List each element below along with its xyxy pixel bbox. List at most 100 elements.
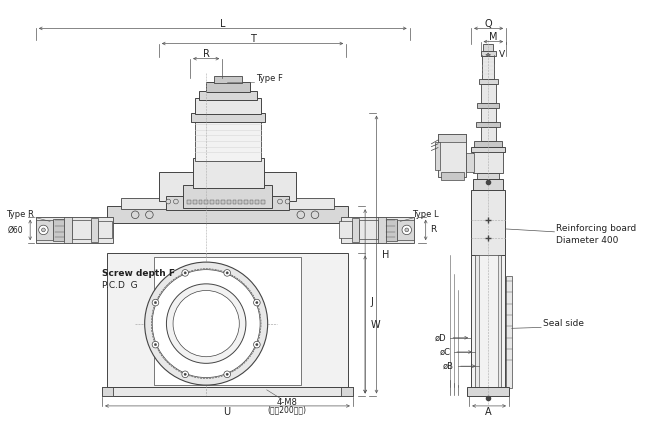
Text: L: L [220, 18, 226, 29]
Circle shape [174, 199, 178, 204]
Text: (口径200以上): (口径200以上) [267, 405, 306, 414]
Text: U: U [224, 407, 231, 417]
Bar [195, 98, 261, 114]
Circle shape [152, 299, 159, 306]
Bar [72, 221, 91, 239]
Circle shape [226, 373, 228, 375]
Bar [193, 199, 197, 204]
Text: J: J [370, 297, 374, 307]
Circle shape [154, 302, 157, 304]
Text: V: V [499, 50, 504, 59]
Bar [386, 218, 397, 241]
Circle shape [402, 225, 411, 235]
Bar [484, 45, 493, 51]
Circle shape [254, 299, 260, 306]
Bar [359, 221, 378, 239]
Bar [199, 91, 257, 100]
Text: Screw depth F: Screw depth F [102, 269, 175, 278]
Bar [476, 122, 501, 127]
Text: Seal side: Seal side [543, 319, 584, 328]
Circle shape [278, 199, 282, 204]
Circle shape [182, 269, 188, 276]
Bar [339, 221, 352, 239]
Bar [466, 153, 474, 172]
Circle shape [154, 344, 157, 346]
Circle shape [254, 341, 260, 348]
Text: Diameter 400: Diameter 400 [556, 236, 619, 245]
Bar [341, 387, 353, 396]
Bar [480, 127, 496, 141]
Circle shape [146, 211, 153, 218]
Bar [195, 120, 261, 161]
Circle shape [405, 228, 409, 232]
Bar [478, 79, 498, 84]
Text: P.C.D  G: P.C.D G [102, 281, 138, 290]
Bar [98, 221, 112, 239]
Bar [480, 51, 496, 56]
Bar [471, 190, 505, 254]
Bar [480, 84, 496, 103]
Bar [477, 103, 499, 108]
Bar [441, 172, 465, 180]
Bar [478, 254, 498, 387]
Bar [166, 196, 289, 210]
Bar [471, 147, 505, 152]
Text: Q: Q [484, 18, 492, 29]
Bar [474, 141, 502, 147]
Bar [183, 184, 272, 208]
Bar [477, 173, 499, 179]
Bar [102, 387, 353, 396]
Bar [191, 112, 265, 122]
Bar [206, 82, 250, 92]
Bar [214, 76, 242, 83]
Circle shape [131, 211, 139, 218]
Text: øC: øC [439, 347, 450, 356]
Text: Type R: Type R [6, 210, 34, 219]
Text: A: A [485, 407, 491, 417]
Circle shape [152, 341, 159, 348]
Circle shape [311, 211, 318, 218]
Bar [244, 199, 248, 204]
Bar [467, 387, 509, 396]
Circle shape [255, 302, 258, 304]
Circle shape [182, 371, 188, 378]
Bar [255, 199, 259, 204]
Bar [475, 254, 501, 387]
Bar [159, 172, 296, 201]
Circle shape [39, 225, 48, 235]
Text: R: R [430, 225, 437, 234]
Bar [471, 254, 505, 387]
Bar [233, 199, 237, 204]
Bar [473, 179, 503, 190]
Text: W: W [370, 320, 380, 329]
Circle shape [145, 262, 268, 385]
Circle shape [166, 199, 171, 204]
Bar [199, 199, 202, 204]
Circle shape [226, 272, 228, 274]
Circle shape [152, 270, 260, 378]
Text: Type F: Type F [256, 74, 283, 83]
Bar [341, 217, 414, 243]
Bar [352, 218, 359, 242]
Bar [438, 134, 466, 177]
Bar [482, 56, 494, 79]
Circle shape [255, 344, 258, 346]
Circle shape [224, 269, 231, 276]
Bar [250, 199, 254, 204]
Text: Type L: Type L [413, 210, 439, 219]
Bar [36, 217, 114, 243]
Text: M: M [489, 32, 498, 42]
Bar [227, 199, 231, 204]
Bar [480, 108, 496, 122]
Bar [261, 199, 265, 204]
Bar [204, 199, 208, 204]
Text: Ø60: Ø60 [8, 225, 23, 234]
Bar [107, 206, 348, 224]
Bar [187, 199, 191, 204]
Circle shape [285, 199, 290, 204]
Text: øB: øB [443, 362, 454, 371]
Text: R: R [203, 49, 209, 59]
Text: 4-M8: 4-M8 [276, 398, 297, 407]
Bar [210, 199, 214, 204]
Bar [438, 134, 466, 142]
